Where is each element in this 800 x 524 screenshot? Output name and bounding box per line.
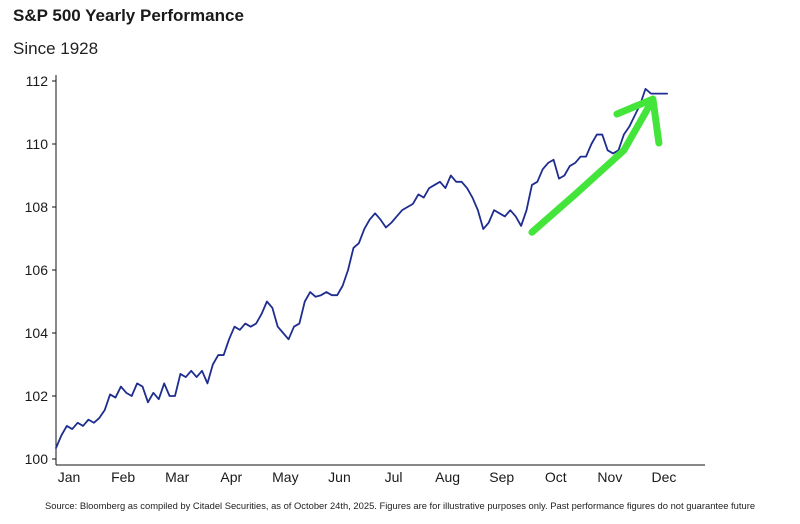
x-tick-label: Apr: [220, 469, 242, 485]
trend-arrow-shaft: [528, 99, 655, 236]
x-tick-label: Sep: [489, 469, 514, 485]
y-tick-label: 112: [26, 73, 49, 89]
series-layer: [55, 87, 669, 449]
y-tick-label: 106: [25, 262, 49, 278]
x-tick-label: Oct: [545, 469, 567, 485]
x-tick-label: Aug: [435, 469, 460, 485]
axes-group: 100 102 104 106 108 110 112 Jan Feb Mar Apr May Jun J…: [25, 73, 705, 485]
trend-arrow-head: [613, 95, 663, 147]
y-tick-label: 102: [25, 388, 49, 404]
x-tick-label: Dec: [652, 469, 677, 485]
sp500-performance-line: [55, 87, 669, 449]
x-tick-label: Jan: [58, 469, 81, 485]
x-tick-label: Mar: [165, 469, 189, 485]
chart-subtitle: Since 1928: [13, 39, 99, 58]
x-tick-label: Feb: [111, 469, 135, 485]
x-tick-label: Nov: [597, 469, 622, 485]
chart-title: S&P 500 Yearly Performance: [13, 6, 244, 25]
y-tick-label: 100: [25, 451, 49, 467]
x-tick-label: Jul: [385, 469, 403, 485]
x-tick-label: May: [272, 469, 298, 485]
annotation-layer: [528, 95, 663, 236]
y-tick-label: 104: [25, 325, 49, 341]
source-note: Source: Bloomberg as compiled by Citadel…: [44, 500, 756, 511]
y-tick-label: 108: [25, 199, 49, 215]
y-tick-label: 110: [26, 136, 49, 152]
x-tick-label: Jun: [328, 469, 351, 485]
